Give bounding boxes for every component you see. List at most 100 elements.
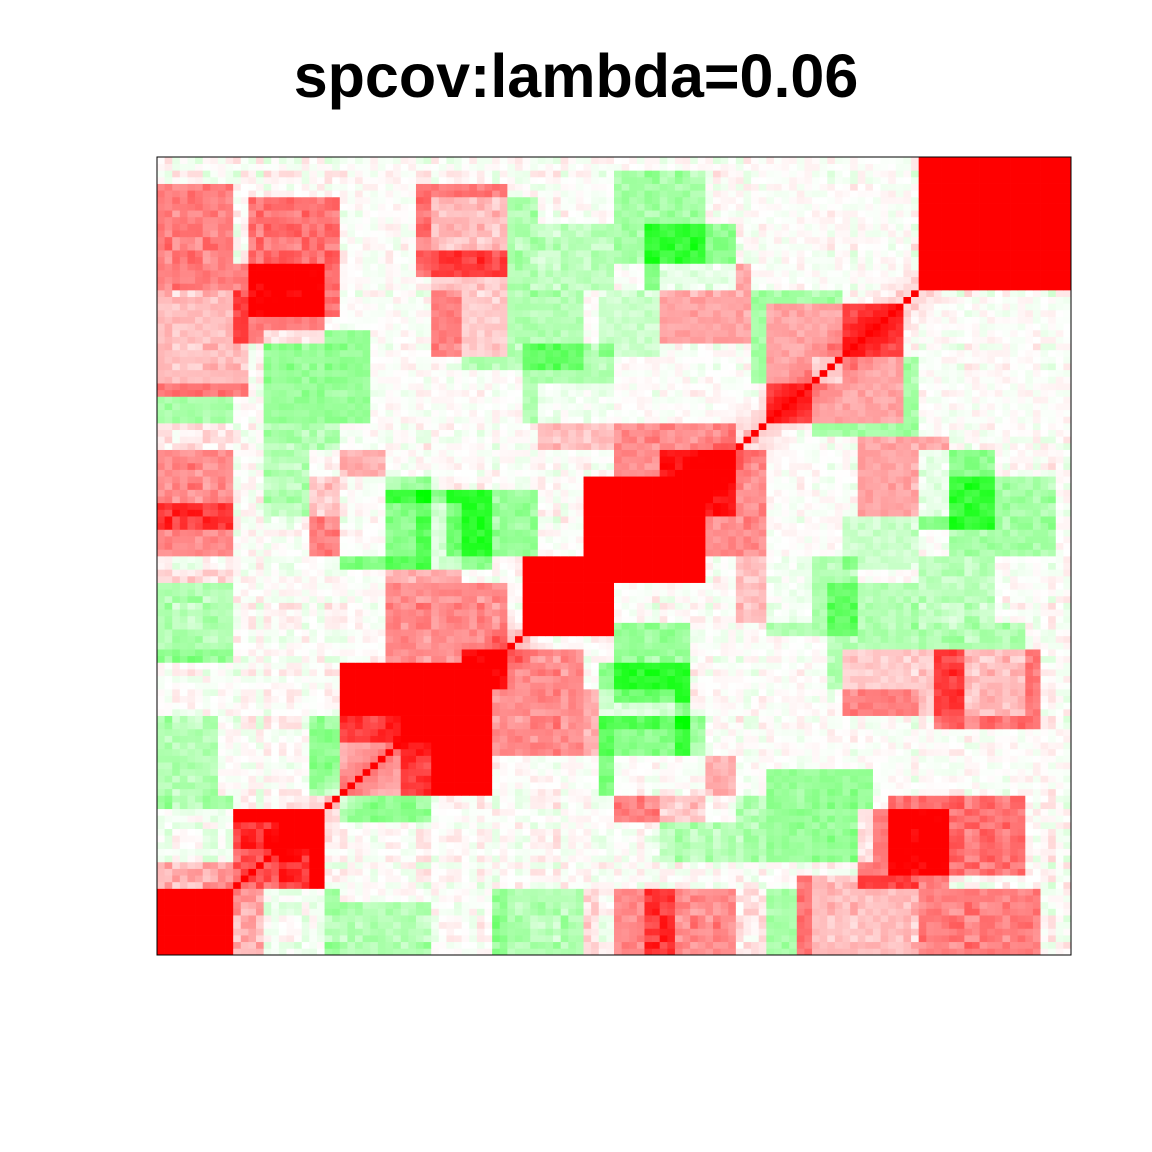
heatmap-cell [827, 702, 836, 710]
heatmap-cell [614, 901, 622, 909]
heatmap-cell [956, 822, 965, 829]
heatmap-cell [514, 915, 523, 923]
heatmap-cell [530, 762, 539, 770]
heatmap-cell [697, 748, 706, 756]
heatmap-cell [301, 828, 310, 836]
heatmap-cell [476, 881, 485, 889]
heatmap-cell [659, 748, 668, 756]
heatmap-cell [842, 948, 851, 956]
heatmap-cell [553, 921, 562, 929]
heatmap-cell [423, 861, 432, 869]
heatmap-cell [743, 928, 752, 936]
heatmap-cell [918, 921, 927, 929]
heatmap-cell [393, 715, 402, 723]
heatmap-cell [553, 768, 562, 776]
heatmap-cell [956, 941, 965, 949]
heatmap-cell [964, 795, 973, 803]
heatmap-cell [248, 715, 257, 723]
heatmap-cell [971, 881, 980, 889]
heatmap-cell [157, 722, 165, 730]
heatmap-cell [530, 941, 539, 949]
heatmap-cell [781, 901, 790, 909]
heatmap-cell [522, 768, 531, 776]
heatmap-cell [933, 768, 942, 776]
heatmap-cell [880, 782, 889, 790]
heatmap-cell [964, 928, 973, 936]
heatmap-cell [1040, 808, 1049, 816]
heatmap-cell [941, 822, 950, 829]
heatmap-cell [210, 908, 219, 916]
heatmap-cell [476, 835, 485, 843]
heatmap-cell [705, 941, 714, 949]
heatmap-cell [537, 868, 546, 876]
heatmap-cell [1032, 722, 1041, 730]
heatmap-cell [263, 682, 272, 690]
heatmap-cell [1063, 868, 1072, 876]
heatmap-cell [179, 755, 188, 763]
heatmap-cell [202, 881, 211, 889]
heatmap-cell [994, 828, 1003, 836]
heatmap-cell [636, 755, 645, 763]
heatmap-cell [316, 915, 325, 923]
heatmap-cell [1010, 755, 1019, 763]
heatmap-cell [857, 682, 866, 690]
heatmap-cell [857, 835, 866, 843]
heatmap-cell [636, 735, 645, 743]
heatmap-cell [1055, 935, 1064, 943]
heatmap-cell [499, 708, 508, 716]
heatmap-cell [941, 762, 950, 770]
heatmap-cell [842, 689, 851, 696]
heatmap-cell [187, 802, 196, 810]
heatmap-cell [819, 742, 828, 750]
heatmap-cell [583, 775, 592, 783]
heatmap-cell [172, 782, 181, 790]
heatmap-cell [918, 901, 927, 909]
heatmap-cell [728, 921, 737, 929]
heatmap-cell [263, 875, 272, 883]
heatmap-cell [895, 808, 904, 816]
heatmap-cell [766, 755, 775, 763]
heatmap-cell [636, 682, 645, 690]
heatmap-cell [423, 835, 432, 843]
heatmap-cell [796, 802, 805, 810]
heatmap-cell [659, 808, 668, 816]
heatmap-cell [773, 702, 782, 710]
heatmap-cell [933, 908, 942, 916]
heatmap-cell [964, 808, 973, 816]
heatmap-cell [888, 689, 897, 696]
heatmap-cell [834, 868, 843, 876]
heatmap-cell [842, 822, 851, 829]
heatmap-cell [476, 815, 485, 823]
heatmap-cell [667, 948, 676, 956]
heatmap-cell [987, 888, 996, 896]
heatmap-cell [850, 848, 859, 856]
heatmap-cell [400, 728, 409, 736]
heatmap-cell [971, 682, 980, 690]
heatmap-cell [332, 841, 341, 849]
heatmap-cell [880, 689, 889, 696]
heatmap-cell [796, 682, 805, 690]
heatmap-cell [652, 861, 661, 869]
heatmap-cell [956, 895, 965, 903]
heatmap-cell [834, 881, 843, 889]
heatmap-cell [476, 928, 485, 936]
heatmap-cell [195, 682, 204, 690]
diagonal-cell [316, 808, 325, 816]
heatmap-cell [202, 815, 211, 823]
heatmap-cell [469, 788, 478, 796]
heatmap-cell [530, 755, 539, 763]
heatmap-cell [522, 735, 531, 743]
heatmap-cell [659, 848, 668, 856]
heatmap-cell [690, 728, 699, 736]
heatmap-cell [385, 728, 394, 736]
heatmap-cell [446, 722, 455, 730]
heatmap-cell [979, 822, 988, 829]
heatmap-cell [339, 782, 348, 790]
heatmap-cell [842, 682, 851, 690]
heatmap-cell [621, 921, 630, 929]
heatmap-cell [316, 935, 325, 943]
heatmap-cell [964, 735, 973, 743]
heatmap-cell [659, 835, 668, 843]
heatmap-cell [911, 715, 920, 723]
heatmap-cell [370, 802, 379, 810]
